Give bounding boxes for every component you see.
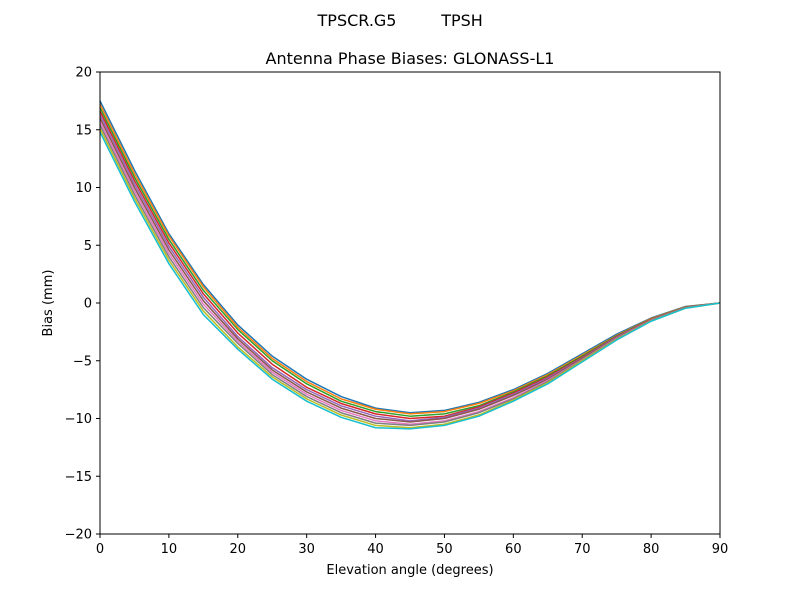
x-tick-label: 90 bbox=[712, 542, 729, 557]
x-tick-label: 10 bbox=[161, 542, 178, 557]
suptitle-right: TPSH bbox=[440, 11, 483, 30]
series-layer bbox=[99, 100, 721, 430]
y-tick-label: 20 bbox=[75, 66, 92, 81]
series-line-10 bbox=[99, 131, 721, 430]
x-tick-label: 30 bbox=[298, 542, 315, 557]
x-tick-label: 0 bbox=[96, 542, 104, 557]
x-tick-label: 50 bbox=[436, 542, 453, 557]
y-tick-label: −10 bbox=[65, 412, 92, 427]
chart-title: Antenna Phase Biases: GLONASS-L1 bbox=[266, 49, 555, 68]
series-line-1 bbox=[99, 100, 721, 414]
x-tick-label: 40 bbox=[367, 542, 384, 557]
y-tick-label: 0 bbox=[84, 297, 92, 312]
y-axis-ticks: 20 15 10 5 0 −5 −10 −15 −20 bbox=[65, 66, 100, 543]
x-axis-ticks: 0 10 20 30 40 50 60 70 80 90 bbox=[96, 534, 728, 557]
y-tick-label: −5 bbox=[73, 354, 92, 369]
y-tick-label: 10 bbox=[75, 181, 92, 196]
plot-area bbox=[100, 72, 720, 534]
x-tick-label: 80 bbox=[643, 542, 660, 557]
y-axis-label: Bias (mm) bbox=[41, 270, 56, 337]
y-tick-label: −20 bbox=[65, 528, 92, 543]
x-tick-label: 70 bbox=[574, 542, 591, 557]
x-tick-label: 60 bbox=[505, 542, 522, 557]
y-tick-label: 5 bbox=[84, 239, 92, 254]
suptitle-left: TPSCR.G5 bbox=[317, 11, 397, 30]
x-axis-label: Elevation angle (degrees) bbox=[326, 563, 493, 578]
y-tick-label: −15 bbox=[65, 470, 92, 485]
y-tick-label: 15 bbox=[75, 123, 92, 138]
x-tick-label: 20 bbox=[230, 542, 247, 557]
